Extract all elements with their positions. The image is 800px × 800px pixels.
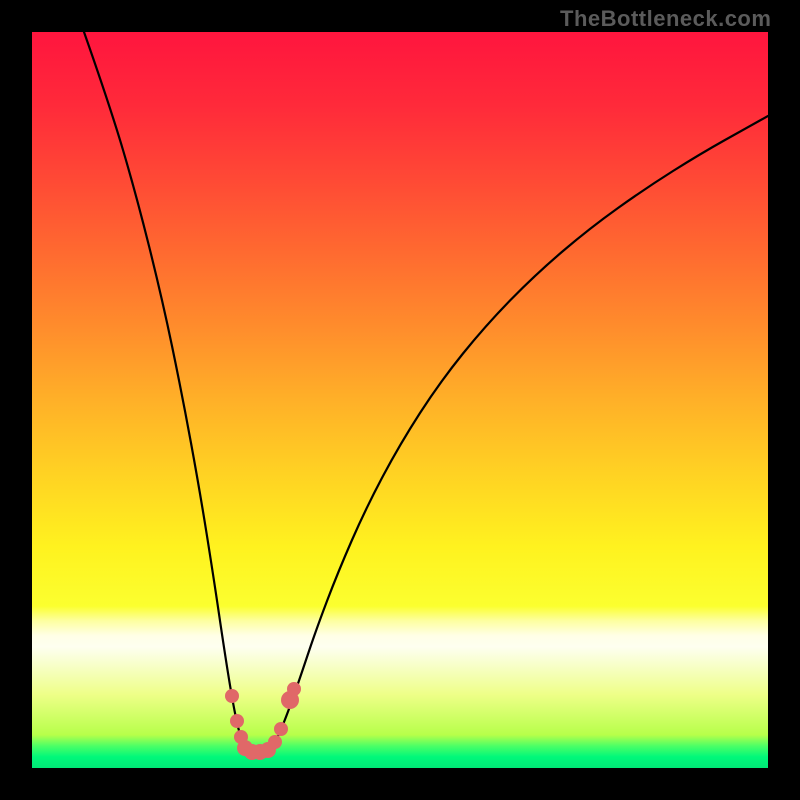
bottleneck-chart	[32, 32, 768, 768]
data-marker	[268, 735, 282, 749]
watermark-label: TheBottleneck.com	[560, 6, 771, 32]
gradient-background	[32, 32, 768, 768]
data-marker	[225, 689, 239, 703]
data-marker	[274, 722, 288, 736]
data-marker	[230, 714, 244, 728]
data-marker	[287, 682, 301, 696]
plot-area	[32, 32, 768, 768]
